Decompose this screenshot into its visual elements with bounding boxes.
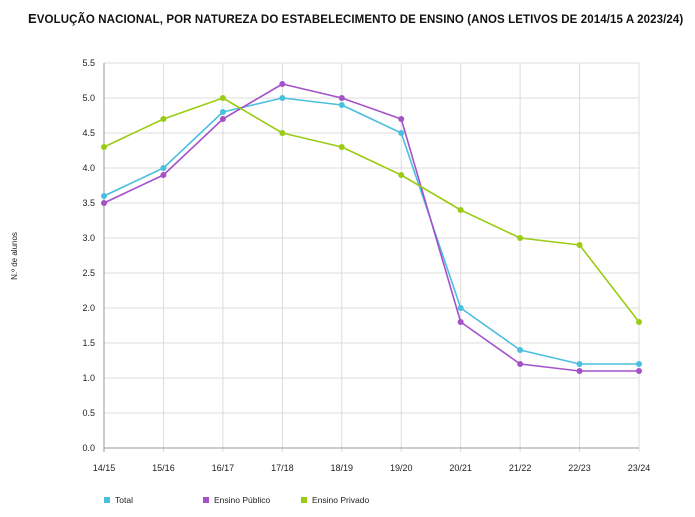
x-tick-label: 18/19 — [331, 463, 354, 473]
y-axis-label: N.º de alunos — [10, 232, 19, 280]
legend-swatch-ensino-publico — [203, 497, 209, 503]
x-tick-label: 20/21 — [449, 463, 472, 473]
legend-item-ensino-publico: Ensino Público — [203, 495, 270, 505]
x-tick-label: 22/23 — [568, 463, 591, 473]
data-point-ensino-publico — [517, 361, 524, 367]
data-point-ensino-privado — [279, 130, 286, 136]
data-point-ensino-publico — [398, 116, 405, 122]
data-point-ensino-privado — [398, 172, 405, 178]
data-point-ensino-privado — [219, 95, 226, 101]
legend-label-total: Total — [115, 495, 133, 505]
data-point-total — [160, 165, 167, 171]
data-point-total — [279, 95, 286, 101]
x-tick-label: 14/15 — [93, 463, 116, 473]
x-tick-label: 19/20 — [390, 463, 413, 473]
y-tick-label: 1.0 — [82, 373, 95, 383]
x-tick-label: 15/16 — [152, 463, 175, 473]
chart-title: EVOLUÇÃO NACIONAL, POR NATUREZA DO ESTAB… — [28, 11, 684, 26]
x-tick-label: 23/24 — [628, 463, 651, 473]
grid-lines — [103, 62, 640, 452]
data-point-ensino-privado — [338, 144, 345, 150]
y-tick-label: 3.0 — [82, 233, 95, 243]
series-line-ensino-privado — [103, 97, 640, 323]
y-tick-label: 2.0 — [82, 303, 95, 313]
legend-swatch-total — [104, 497, 110, 503]
data-point-ensino-publico — [279, 81, 286, 87]
x-tick-label: 17/18 — [271, 463, 294, 473]
series-lines — [103, 83, 640, 372]
y-tick-label: 0.5 — [82, 408, 95, 418]
data-point-ensino-privado — [160, 116, 167, 122]
data-point-total — [101, 193, 107, 199]
data-point-ensino-publico — [219, 116, 226, 122]
legend-label-ensino-publico: Ensino Público — [214, 495, 271, 505]
data-point-total — [457, 305, 464, 311]
legend-item-ensino-privado: Ensino Privado — [301, 495, 369, 505]
x-tick-label: 16/17 — [212, 463, 235, 473]
legend-swatch-ensino-privado — [301, 497, 307, 503]
series-line-ensino-publico — [103, 83, 639, 372]
data-point-ensino-publico — [338, 95, 345, 101]
data-point-total — [398, 130, 405, 136]
y-tick-label: 4.5 — [82, 128, 95, 138]
data-point-ensino-privado — [517, 235, 524, 241]
y-tick-label: 1.5 — [82, 338, 95, 348]
data-point-ensino-publico — [101, 200, 107, 206]
data-point-total — [636, 361, 642, 367]
y-tick-label: 4.0 — [82, 163, 95, 173]
legend-item-total: Total — [104, 495, 133, 505]
series-line-total — [103, 97, 639, 365]
data-point-ensino-publico — [160, 172, 167, 178]
data-point-ensino-privado — [101, 144, 107, 150]
data-point-total — [338, 102, 345, 108]
data-point-ensino-publico — [457, 319, 464, 325]
y-tick-label: 2.5 — [82, 268, 95, 278]
x-tick-label: 21/22 — [509, 463, 532, 473]
data-point-ensino-publico — [636, 368, 642, 374]
axes — [103, 63, 639, 449]
y-tick-label: 3.5 — [82, 198, 95, 208]
y-tick-label: 5.5 — [82, 58, 95, 68]
y-tick-label: 5.0 — [82, 93, 95, 103]
y-tick-label: 0.0 — [82, 443, 95, 453]
data-point-total — [576, 361, 583, 367]
data-point-total — [219, 109, 226, 115]
x-tick-labels: 14/15 15/16 16/17 17/18 18/19 19/20 20/21 21/22… — [93, 463, 651, 473]
data-point-ensino-privado — [457, 207, 464, 213]
data-point-ensino-privado — [636, 319, 642, 325]
y-tick-labels: 0.0 0.5 1.0 1.5 2.0 2.5 3.0 3.5 4.0 4.5 5.0 5.5 — [82, 58, 95, 453]
legend-label-ensino-privado: Ensino Privado — [312, 495, 370, 505]
series-points — [101, 81, 642, 374]
data-point-ensino-publico — [576, 368, 583, 374]
data-point-total — [517, 347, 524, 353]
data-point-ensino-privado — [576, 242, 583, 248]
